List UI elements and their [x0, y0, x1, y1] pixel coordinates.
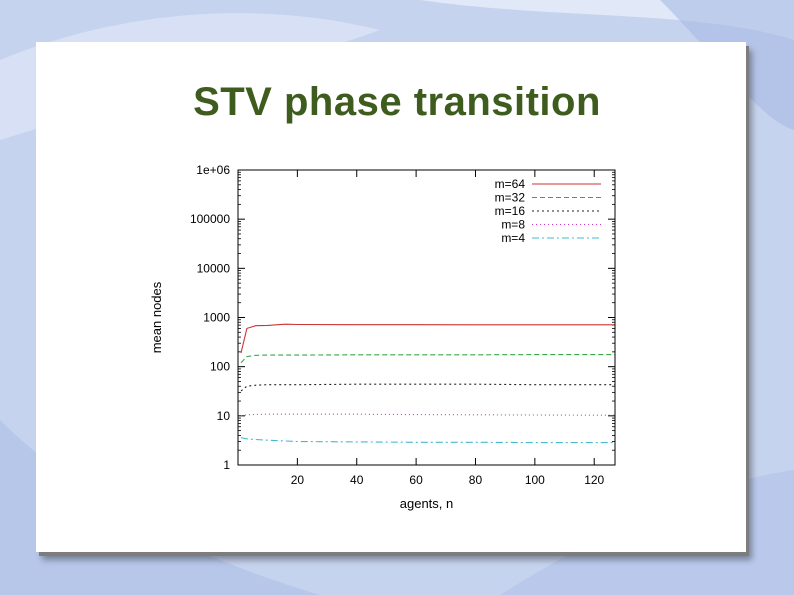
series-line-m-64 [240, 323, 615, 354]
y-tick-label: 1000 [203, 311, 230, 325]
x-tick-label: 100 [525, 473, 545, 487]
y-tick-label: 1 [223, 458, 230, 472]
x-tick-label: 60 [409, 473, 423, 487]
legend-label: m=8 [501, 218, 525, 232]
y-tick-label: 10 [217, 409, 231, 423]
line-chart: 1 10 100 1000 10000 100000 1e+06 20 40 60 80 100 12… [149, 163, 616, 511]
y-tick-label: 1e+06 [196, 163, 230, 177]
slide-title: STV phase transition [193, 80, 601, 124]
plot-frame [237, 169, 616, 466]
legend-label: m=64 [495, 177, 526, 191]
series-line-m-32 [240, 353, 616, 364]
x-tick-label: 40 [350, 473, 364, 487]
y-tick-label: 100000 [190, 212, 230, 226]
legend-label: m=32 [495, 191, 526, 205]
chart-panel: 1 10 100 1000 10000 100000 1e+06 20 40 60 80 100 12… [146, 138, 676, 515]
series-line-m-16 [240, 383, 615, 392]
x-axis-label: agents, n [400, 496, 454, 511]
y-tick-label: 10000 [197, 261, 231, 275]
y-tick-label: 100 [210, 360, 230, 374]
legend-label: m=16 [495, 204, 526, 218]
legend-label: m=4 [501, 231, 525, 245]
y-axis-label: mean nodes [149, 281, 164, 353]
x-tick-label: 80 [469, 473, 483, 487]
x-tick-label: 120 [584, 473, 604, 487]
x-tick-label: 20 [291, 473, 305, 487]
series-line-m-4 [240, 437, 615, 444]
series-line-m-8 [240, 413, 615, 417]
